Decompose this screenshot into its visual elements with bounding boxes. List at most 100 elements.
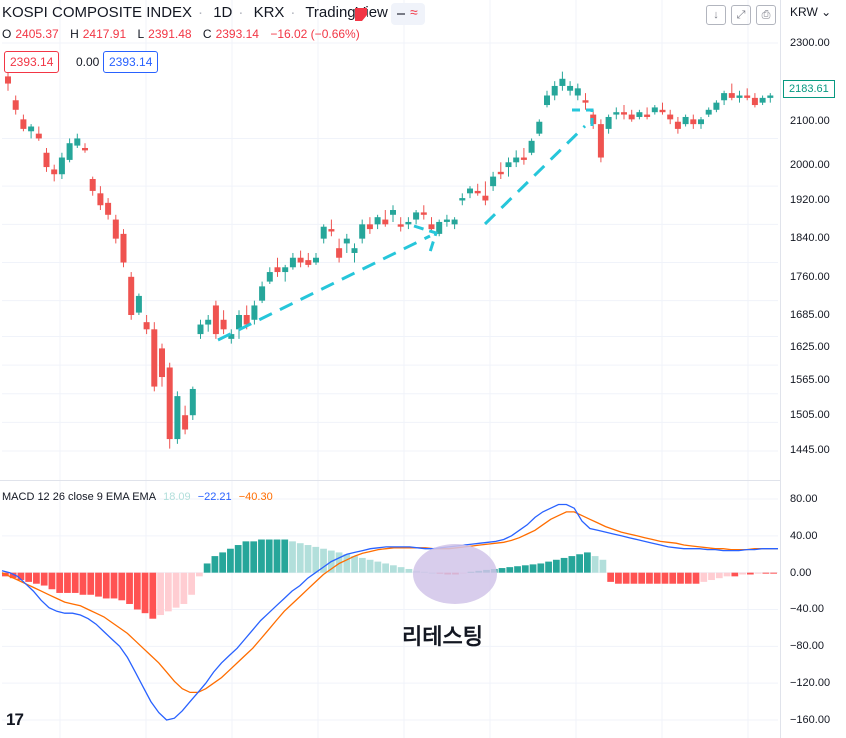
- candle-up: [736, 95, 743, 98]
- candle-down: [497, 171, 504, 175]
- last-price-label: 2183.61: [783, 80, 835, 98]
- candle-down: [644, 114, 651, 117]
- ohlc-readout: O 2405.37 H 2417.91 L 2391.48 C 2393.14 −16.…: [2, 27, 364, 41]
- candle-up: [721, 93, 728, 101]
- close-key: C: [202, 27, 212, 41]
- histogram-bar: [630, 572, 638, 584]
- candle-up: [613, 112, 620, 115]
- price-tick: 1445.00: [790, 444, 830, 456]
- macd-legend[interactable]: MACD 12 26 close 9 EMA EMA 18.09 −22.21 …: [2, 491, 277, 503]
- price-tick: 2300.00: [790, 37, 830, 49]
- histogram-bar: [118, 572, 126, 601]
- candle-up: [266, 272, 273, 282]
- open-key: O: [2, 27, 12, 41]
- interval-label[interactable]: 1D: [213, 4, 233, 21]
- sell-price-button[interactable]: 2393.14: [4, 51, 60, 73]
- macd-tick: 0.00: [790, 567, 812, 579]
- candle-down: [520, 157, 527, 160]
- currency-label: KRW: [790, 5, 818, 19]
- histogram-bar: [343, 554, 351, 573]
- histogram-bar: [584, 552, 591, 573]
- histogram-bar: [71, 572, 79, 593]
- histogram-bar: [296, 543, 304, 573]
- exchange-label: KRX: [253, 4, 285, 21]
- minus-icon[interactable]: [397, 13, 405, 15]
- macd-tick: −120.00: [790, 677, 831, 689]
- histogram-bar: [95, 572, 102, 597]
- price-tick: 1625.00: [790, 341, 830, 353]
- histogram-bar: [405, 568, 413, 573]
- histogram-bar: [762, 572, 770, 574]
- candle-down: [674, 121, 681, 129]
- price-tick: 1685.00: [790, 309, 830, 321]
- trend-arrow-2: [483, 108, 594, 226]
- histogram-bar: [669, 572, 677, 584]
- candle-up: [513, 157, 520, 163]
- histogram-bar: [281, 539, 289, 573]
- candle-down: [667, 114, 674, 120]
- maximize-icon[interactable]: ⤢: [731, 5, 751, 25]
- candle-down: [274, 267, 281, 273]
- candle-up: [351, 248, 358, 253]
- symbol-title[interactable]: KOSPI COMPOSITE INDEX: [2, 4, 193, 21]
- candle-up: [528, 140, 535, 153]
- currency-button[interactable]: KRW ⌄: [790, 5, 831, 19]
- candle-down: [112, 219, 119, 239]
- histogram-bar: [351, 556, 358, 573]
- tradingview-logo[interactable]: 17: [6, 710, 24, 729]
- histogram-bar: [164, 572, 172, 612]
- histogram-bar: [56, 572, 64, 593]
- buy-price-button[interactable]: 2393.14: [103, 51, 159, 73]
- histogram-bar: [382, 563, 389, 573]
- macd-tick: 80.00: [790, 493, 818, 505]
- candle-up: [698, 119, 704, 125]
- candle-down: [728, 93, 735, 98]
- flag-icon[interactable]: [355, 8, 367, 21]
- candle-up: [551, 85, 558, 96]
- histogram-bar: [568, 556, 576, 573]
- candle-down: [474, 190, 481, 194]
- candle-up: [28, 126, 35, 132]
- histogram-bar: [211, 556, 219, 573]
- signal-line: [1, 511, 778, 694]
- histogram-bar: [552, 559, 560, 573]
- price-tick: 1840.00: [790, 232, 830, 244]
- candle-up: [313, 257, 319, 263]
- close-value: 2393.14: [215, 27, 259, 41]
- header-buttons[interactable]: ≈: [391, 3, 425, 25]
- macd-tick: −40.00: [790, 603, 824, 615]
- macd-label: MACD 12 26 close 9 EMA EMA: [2, 491, 157, 503]
- low-key: L: [137, 27, 145, 41]
- histogram-bar: [25, 572, 33, 582]
- candle-up: [436, 221, 443, 234]
- histogram-bar: [770, 572, 777, 574]
- histogram-bar: [700, 572, 708, 582]
- candle-down: [582, 100, 589, 103]
- candle-down: [128, 276, 135, 315]
- histogram-bar: [273, 539, 281, 573]
- chart-header: KOSPI COMPOSITE INDEX · 1D · KRX · TradingV…: [2, 4, 388, 21]
- histogram-bar: [312, 546, 320, 573]
- histogram-bar: [149, 572, 157, 619]
- histogram-bar: [9, 572, 17, 579]
- macd-tick: −80.00: [790, 640, 824, 652]
- histogram-bar: [87, 572, 95, 595]
- histogram-bar: [615, 572, 622, 584]
- histogram-bar: [576, 554, 583, 573]
- candle-down: [151, 329, 158, 387]
- candle-up: [228, 334, 235, 339]
- candle-down: [5, 76, 11, 84]
- histogram-bar: [715, 572, 723, 579]
- histogram-bar: [397, 567, 405, 573]
- candle-up: [567, 85, 574, 91]
- candle-up: [636, 112, 643, 117]
- download-icon[interactable]: ↓: [706, 5, 726, 25]
- histogram-bar: [258, 539, 265, 573]
- candle-up: [58, 157, 65, 175]
- wave-icon[interactable]: ≈: [410, 4, 418, 20]
- screenshot-icon[interactable]: ⎙: [756, 5, 776, 25]
- histogram-bar: [529, 564, 537, 573]
- candle-up: [259, 286, 266, 301]
- histogram-bar: [133, 572, 141, 610]
